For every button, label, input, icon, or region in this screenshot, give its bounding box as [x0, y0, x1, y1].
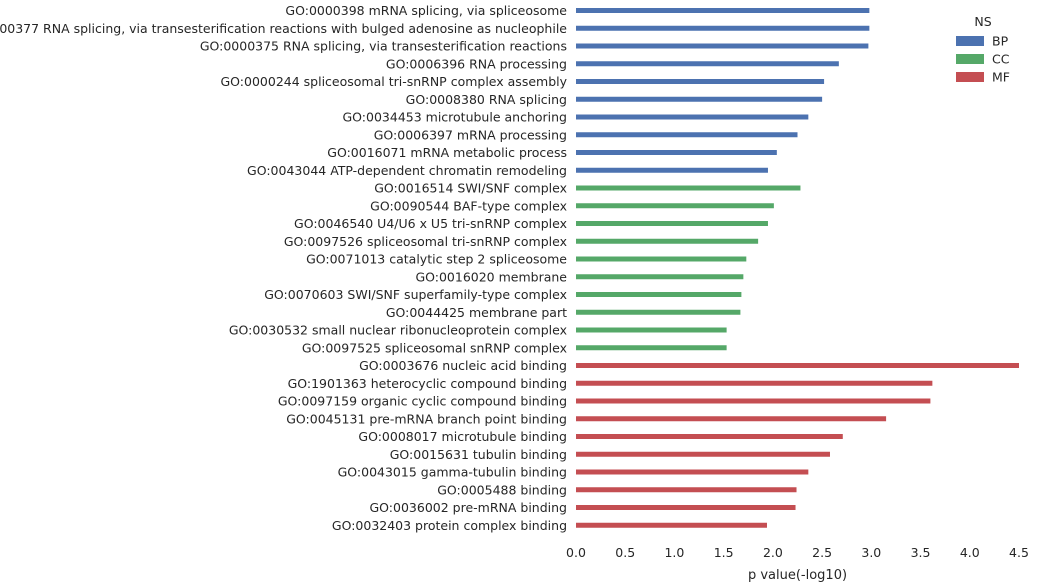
- bar: [576, 238, 759, 244]
- category-label: GO:0005488 binding: [437, 482, 567, 497]
- bar: [576, 469, 809, 475]
- category-label: GO:0008017 microtubule binding: [358, 429, 567, 444]
- bar: [576, 8, 870, 13]
- category-label: GO:0032403 protein complex binding: [332, 518, 567, 533]
- category-label: GO:0045131 pre-mRNA branch point binding: [286, 411, 567, 426]
- bar: [576, 416, 887, 422]
- bars-group: [576, 8, 1019, 528]
- category-label: GO:0034453 microtubule anchoring: [342, 110, 567, 125]
- bar: [576, 96, 823, 102]
- bar: [576, 61, 839, 67]
- bar: [576, 292, 742, 297]
- category-label: GO:0097525 spliceosomal snRNP complex: [302, 340, 567, 355]
- legend-swatch: [956, 54, 984, 64]
- category-label: GO:0090544 BAF-type complex: [370, 198, 567, 213]
- legend: NS BP CC MF: [956, 14, 1010, 85]
- category-label: GO:0006397 mRNA processing: [374, 127, 567, 142]
- x-tick-label: 0.0: [566, 545, 586, 560]
- category-label: GO:0016071 mRNA metabolic process: [327, 145, 567, 160]
- bar: [576, 505, 796, 510]
- category-labels: GO:0000398 mRNA splicing, via spliceosom…: [0, 3, 568, 533]
- x-axis-ticks: 0.0 0.5 1.0 1.5 2.0 2.5 3.0 3.5 4.0 4.5: [566, 545, 1029, 560]
- category-label: GO:0043015 gamma-tubulin binding: [338, 465, 567, 480]
- category-label: GO:0015631 tubulin binding: [390, 447, 567, 462]
- bar: [576, 363, 1019, 368]
- bar: [576, 150, 777, 155]
- category-label: GO:0000377 RNA splicing, via transesteri…: [0, 21, 567, 36]
- bar: [576, 221, 768, 226]
- x-tick-label: 4.5: [1009, 545, 1029, 560]
- x-tick-label: 2.0: [763, 545, 783, 560]
- bar: [576, 327, 727, 333]
- x-tick-label: 3.5: [911, 545, 931, 560]
- category-label: GO:0097159 organic cyclic compound bindi…: [278, 394, 567, 409]
- category-label: GO:0070603 SWI/SNF superfamily-type comp…: [264, 287, 567, 302]
- x-tick-label: 0.5: [615, 545, 635, 560]
- x-axis-label: p value(-log10): [748, 568, 847, 583]
- legend-swatch: [956, 36, 984, 46]
- legend-label: MF: [992, 70, 1010, 85]
- bar: [576, 309, 741, 315]
- bar: [576, 43, 869, 49]
- category-label: GO:0006396 RNA processing: [386, 56, 567, 71]
- category-label: GO:0071013 catalytic step 2 spliceosome: [306, 252, 567, 267]
- category-label: GO:0030532 small nuclear ribonucleoprote…: [229, 323, 567, 338]
- x-tick-label: 3.0: [861, 545, 881, 560]
- category-label: GO:0044425 membrane part: [386, 305, 567, 320]
- x-tick-label: 2.5: [812, 545, 832, 560]
- bar: [576, 132, 798, 138]
- x-tick-label: 1.0: [664, 545, 684, 560]
- category-label: GO:0000375 RNA splicing, via transesteri…: [200, 39, 567, 54]
- category-label: GO:0043044 ATP-dependent chromatin remod…: [247, 163, 567, 178]
- category-label: GO:0016020 membrane: [415, 269, 567, 284]
- x-tick-label: 1.5: [714, 545, 734, 560]
- category-label: GO:0097526 spliceosomal tri-snRNP comple…: [284, 234, 567, 249]
- bar: [576, 380, 933, 386]
- category-label: GO:0000244 spliceosomal tri-snRNP comple…: [220, 74, 567, 89]
- legend-title: NS: [974, 14, 991, 29]
- bar: [576, 487, 797, 493]
- bar: [576, 203, 774, 209]
- category-label: GO:1901363 heterocyclic compound binding: [288, 376, 567, 391]
- bar: [576, 167, 768, 173]
- x-tick-label: 4.0: [960, 545, 980, 560]
- category-label: GO:0046540 U4/U6 x U5 tri-snRNP complex: [294, 216, 567, 231]
- bar: [576, 25, 870, 31]
- category-label: GO:0016514 SWI/SNF complex: [374, 181, 567, 196]
- legend-label: BP: [992, 34, 1009, 49]
- bar: [576, 185, 801, 191]
- bar: [576, 434, 843, 439]
- bar: [576, 79, 825, 84]
- category-label: GO:0008380 RNA splicing: [406, 92, 567, 107]
- bar: [576, 114, 809, 120]
- legend-label: CC: [992, 52, 1010, 67]
- legend-swatch: [956, 72, 984, 82]
- bar: [576, 522, 767, 528]
- bar: [576, 451, 830, 457]
- category-label: GO:0003676 nucleic acid binding: [359, 358, 567, 373]
- bar: [576, 398, 931, 404]
- bar: [576, 345, 727, 351]
- category-label: GO:0036002 pre-mRNA binding: [370, 500, 568, 515]
- bar: [576, 256, 747, 262]
- category-label: GO:0000398 mRNA splicing, via spliceosom…: [285, 3, 567, 18]
- bar: [576, 274, 744, 280]
